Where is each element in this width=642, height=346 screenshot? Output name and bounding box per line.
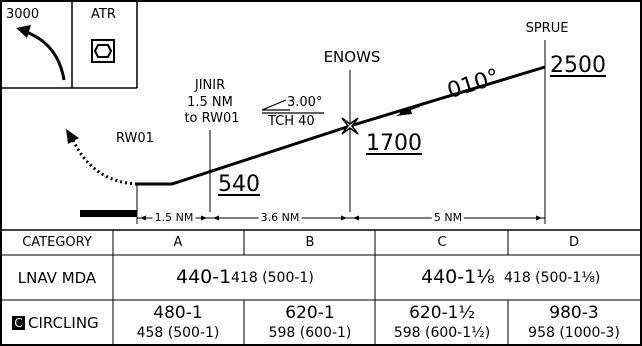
missed-approach-dotted-path xyxy=(71,139,138,186)
missed-approach-turn-arrow xyxy=(25,30,66,81)
glidepath-angle: 3.00° xyxy=(287,95,323,110)
category-c-header: C xyxy=(437,235,447,250)
lnav-cd-height: 418 (500-1⅛) xyxy=(504,270,601,286)
segment-distance-2: 3.6 NM xyxy=(258,211,302,224)
circling-d-minimum: 980-3 xyxy=(549,303,599,323)
sprue-altitude: 2500 xyxy=(550,53,606,78)
enows-fix-name: ENOWS xyxy=(323,48,381,66)
circling-label-wrap: C CIRCLING xyxy=(12,316,99,331)
sprue-fix-name: SPRUE xyxy=(525,21,569,36)
circling-c-height: 598 (600-1½) xyxy=(393,325,491,341)
circling-c-minimum: 620-1½ xyxy=(409,303,475,323)
runway-surface xyxy=(80,210,137,217)
circling-a-height: 458 (500-1) xyxy=(136,325,220,341)
segment-distance-1: 1.5 NM xyxy=(152,211,196,224)
circling-d-height: 958 (1000-3) xyxy=(528,325,620,341)
faf-maltese-cross-icon xyxy=(341,117,359,135)
circling-b-minimum: 620-1 xyxy=(285,303,335,323)
fap-altitude: 540 xyxy=(218,172,260,197)
runway-label: RW01 xyxy=(116,131,154,146)
jinir-fix-name: JINIR xyxy=(194,78,226,93)
jinir-distance: 1.5 NM xyxy=(187,95,233,110)
glidepath-angle-icon xyxy=(261,99,290,111)
lnav-mda-label: LNAV MDA xyxy=(17,269,97,287)
category-d-header: D xyxy=(568,235,580,250)
atr-label: ATR xyxy=(91,7,116,22)
category-a-header: A xyxy=(173,235,183,250)
lnav-cd-minimum: 440-1⅛ xyxy=(421,266,495,288)
circling-a-minimum: 480-1 xyxy=(153,303,203,323)
segment-distance-3: 5 NM xyxy=(431,211,465,224)
msa-altitude: 3000 xyxy=(6,7,40,22)
lnav-ab-minimum: 440-1 xyxy=(176,266,232,288)
atr-hexagon-icon xyxy=(93,44,113,58)
jinir-to-runway: to RW01 xyxy=(184,111,240,126)
atr-square xyxy=(91,39,115,63)
circling-label: CIRCLING xyxy=(28,314,99,332)
missed-approach-dotted-arrowhead xyxy=(66,129,79,144)
circling-b-height: 598 (600-1) xyxy=(268,325,352,341)
enows-altitude: 1700 xyxy=(366,131,422,156)
missed-approach-arrowhead xyxy=(16,25,31,38)
category-header: CATEGORY xyxy=(22,235,92,250)
lnav-ab-height: 418 (500-1) xyxy=(231,270,314,286)
descent-profile-line xyxy=(137,65,546,186)
circling-c-icon: C xyxy=(12,316,25,330)
threshold-crossing-height: TCH 40 xyxy=(268,114,315,129)
course-direction-arrowhead xyxy=(396,107,412,116)
category-b-header: B xyxy=(305,235,315,250)
